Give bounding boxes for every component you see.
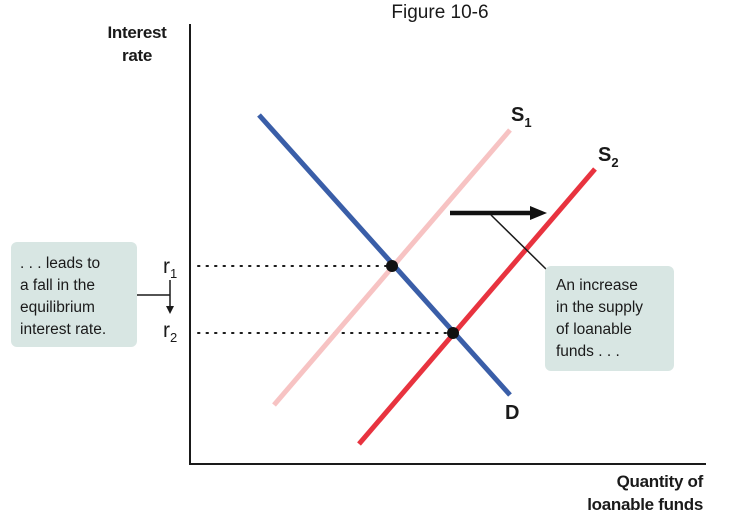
x-axis-label-line-2: loanable funds <box>587 495 703 514</box>
equilibrium-point-2 <box>447 327 459 339</box>
left-callout-box <box>11 242 137 347</box>
left-callout-line-3: equilibrium <box>20 299 95 316</box>
right-callout-leader <box>490 214 548 271</box>
d-label: D <box>505 402 519 424</box>
left-callout-line-2: a fall in the <box>20 277 95 294</box>
right-callout-line-1: An increase <box>556 277 638 294</box>
y-axis-label: Interest rate <box>107 23 167 65</box>
supply-curve-s2 <box>357 167 597 446</box>
equilibrium-point-1 <box>386 260 398 272</box>
r2-label: r2 <box>163 319 177 345</box>
demand-curve <box>257 113 512 397</box>
r1-label: r1 <box>163 255 177 281</box>
right-callout-line-4: funds . . . <box>556 343 620 360</box>
s1-label: S1 <box>511 104 532 130</box>
figure-title: Figure 10-6 <box>391 2 488 23</box>
right-callout-line-3: of loanable <box>556 321 632 338</box>
rate-fall-arrow <box>166 280 174 314</box>
right-callout-line-2: in the supply <box>556 299 643 316</box>
left-callout-line-1: . . . leads to <box>20 255 100 272</box>
right-callout-box <box>545 266 674 371</box>
x-axis-label-line-1: Quantity of <box>617 472 704 491</box>
right-callout: An increase in the supply of loanable fu… <box>545 266 674 371</box>
x-axis-label: Quantity of loanable funds <box>587 472 704 514</box>
s2-label: S2 <box>598 144 619 170</box>
left-callout: . . . leads to a fall in the equilibrium… <box>11 242 137 347</box>
y-axis-label-line-1: Interest <box>107 23 167 42</box>
supply-shift-arrow <box>450 206 547 220</box>
left-callout-line-4: interest rate. <box>20 321 106 338</box>
y-axis-label-line-2: rate <box>122 46 152 65</box>
